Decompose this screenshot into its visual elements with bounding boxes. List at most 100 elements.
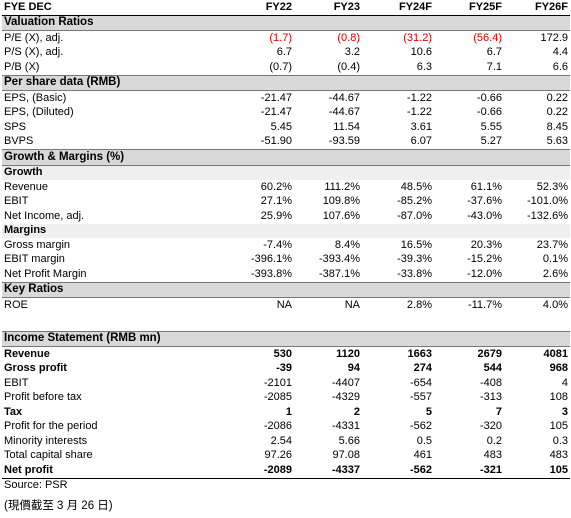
data-row: Revenue 60.2% 111.2% 48.5% 61.1% 52.3% bbox=[2, 180, 570, 195]
value: 0.1% bbox=[542, 253, 568, 266]
value: 6.6 bbox=[552, 60, 568, 73]
row-label: ROE bbox=[4, 298, 28, 311]
row-label: Profit for the period bbox=[4, 420, 98, 433]
value: -557 bbox=[409, 391, 432, 404]
value: 2.6% bbox=[542, 267, 568, 280]
value: -2085 bbox=[263, 391, 292, 404]
value: 0.3 bbox=[552, 434, 568, 447]
value: -387.1% bbox=[319, 267, 360, 280]
value: 0.2 bbox=[486, 434, 502, 447]
row-label: Revenue bbox=[4, 347, 50, 360]
value: 6.3 bbox=[416, 60, 432, 73]
section-row: Key Ratios bbox=[2, 281, 570, 298]
value: NA bbox=[344, 298, 360, 311]
data-row: Net Income, adj. 25.9% 107.6% -87.0% -43.0% -… bbox=[2, 209, 570, 224]
value: -408 bbox=[479, 376, 502, 389]
value: 8.45 bbox=[546, 120, 568, 133]
value: 5.27 bbox=[480, 135, 502, 148]
value: -0.66 bbox=[476, 106, 502, 119]
value: 94 bbox=[347, 362, 360, 375]
data-row: Total capital share 97.26 97.08 461 483 483 bbox=[2, 449, 570, 464]
value: -39.3% bbox=[397, 253, 432, 266]
value: 105 bbox=[549, 420, 568, 433]
section-title: Per share data (RMB) bbox=[2, 74, 570, 91]
value: 5.66 bbox=[338, 434, 360, 447]
value: 5 bbox=[425, 405, 432, 418]
value: 105 bbox=[549, 463, 568, 476]
data-row: EPS, (Basic) -21.47 -44.67 -1.22 -0.66 0.22 bbox=[2, 91, 570, 106]
value: 2.54 bbox=[270, 434, 292, 447]
value: 16.5% bbox=[400, 238, 432, 251]
value: -2101 bbox=[263, 376, 292, 389]
value: (31.2) bbox=[403, 31, 432, 44]
value: 483 bbox=[549, 449, 568, 462]
data-row: P/B (X) (0.7) (0.4) 6.3 7.1 6.6 bbox=[2, 60, 570, 75]
group-title: Margins bbox=[2, 223, 570, 238]
data-row: Profit before tax -2085 -4329 -557 -313 108 bbox=[2, 391, 570, 406]
value: 5.63 bbox=[546, 135, 568, 148]
row-label: P/E (X), adj. bbox=[4, 31, 64, 44]
value: -132.6% bbox=[527, 209, 568, 222]
value: 7 bbox=[495, 405, 502, 418]
row-label: Minority interests bbox=[4, 434, 88, 447]
value: 6.7 bbox=[486, 46, 502, 59]
year-header: FY22 bbox=[232, 0, 294, 16]
row-label: EBIT bbox=[4, 195, 29, 208]
value: -562 bbox=[409, 463, 432, 476]
value: -85.2% bbox=[397, 195, 432, 208]
value: 4 bbox=[561, 376, 568, 389]
value: 4.0% bbox=[542, 298, 568, 311]
value: 109.8% bbox=[322, 195, 360, 208]
row-label: P/B (X) bbox=[4, 60, 40, 73]
value: 20.3% bbox=[470, 238, 502, 251]
value: 1663 bbox=[407, 347, 432, 360]
value: 48.5% bbox=[400, 180, 432, 193]
row-label: P/S (X), adj. bbox=[4, 46, 64, 59]
row-label: Revenue bbox=[4, 180, 49, 193]
value: 25.9% bbox=[260, 209, 292, 222]
section-title: Key Ratios bbox=[2, 281, 570, 298]
value: -2086 bbox=[263, 420, 292, 433]
value: -396.1% bbox=[251, 253, 292, 266]
value: -393.4% bbox=[319, 253, 360, 266]
row-label: Net Income, adj. bbox=[4, 209, 85, 222]
data-row: EBIT margin -396.1% -393.4% -39.3% -15.2% 0.1… bbox=[2, 253, 570, 268]
value: -7.4% bbox=[263, 238, 292, 251]
value: 10.6 bbox=[410, 46, 432, 59]
value: (0.4) bbox=[337, 60, 360, 73]
value: (0.8) bbox=[337, 31, 360, 44]
value: 3.61 bbox=[410, 120, 432, 133]
value: 97.26 bbox=[264, 449, 292, 462]
row-label: SPS bbox=[4, 120, 27, 133]
value: -320 bbox=[479, 420, 502, 433]
data-row: EBIT -2101 -4407 -654 -408 4 bbox=[2, 376, 570, 391]
data-row: BVPS -51.90 -93.59 6.07 5.27 5.63 bbox=[2, 135, 570, 150]
value: 0.22 bbox=[546, 91, 568, 104]
row-label: Net Profit Margin bbox=[4, 267, 87, 280]
value: (56.4) bbox=[473, 31, 502, 44]
value: -21.47 bbox=[260, 106, 292, 119]
data-row: Net Profit Margin -393.8% -387.1% -33.8% -12… bbox=[2, 267, 570, 282]
data-row: Gross profit -39 94 274 544 968 bbox=[2, 362, 570, 377]
section-title: Income Statement (RMB mn) bbox=[2, 330, 570, 347]
value: 2 bbox=[353, 405, 360, 418]
value: 4081 bbox=[543, 347, 568, 360]
value: -87.0% bbox=[397, 209, 432, 222]
source: Source: PSR bbox=[2, 477, 570, 493]
data-row: ROE NA NA 2.8% -11.7% 4.0% bbox=[2, 298, 570, 313]
value: 3.2 bbox=[344, 46, 360, 59]
value: 544 bbox=[483, 362, 502, 375]
financial-table: FYE DEC FY22 FY23 FY24F FY25F FY26F Valuation … bbox=[2, 0, 570, 493]
value: 530 bbox=[273, 347, 292, 360]
value: 5.55 bbox=[480, 120, 502, 133]
value: -313 bbox=[479, 391, 502, 404]
value: -4331 bbox=[331, 420, 360, 433]
value: -562 bbox=[409, 420, 432, 433]
value: -15.2% bbox=[467, 253, 502, 266]
year-header: FY25F bbox=[434, 0, 504, 16]
data-row: SPS 5.45 11.54 3.61 5.55 8.45 bbox=[2, 120, 570, 135]
row-label: EBIT margin bbox=[4, 253, 65, 266]
value: -393.8% bbox=[251, 267, 292, 280]
value: -93.59 bbox=[328, 135, 360, 148]
value: -39 bbox=[276, 362, 292, 375]
